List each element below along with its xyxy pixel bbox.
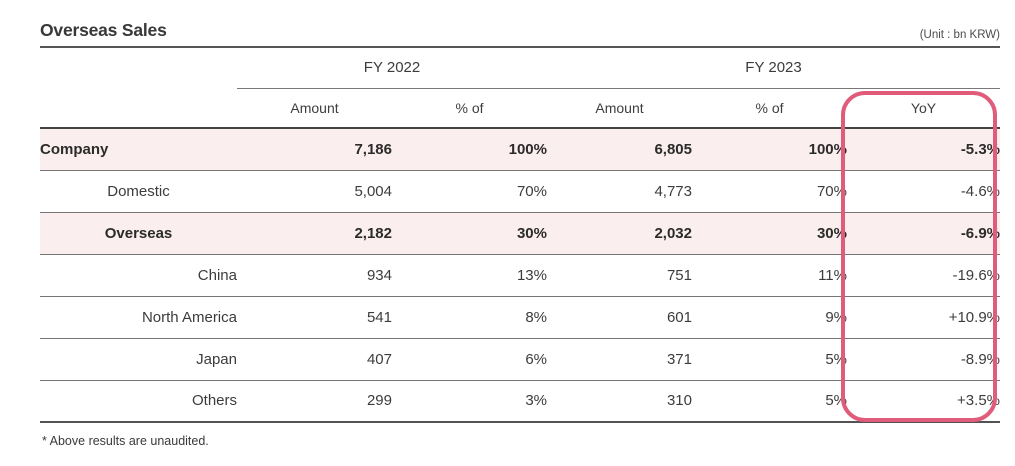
cell-fy2023-amount: 601 [547, 296, 692, 339]
cell-fy2023-pct: 30% [692, 212, 847, 255]
cell-fy2022-pct: 3% [392, 380, 547, 423]
header-yoy: YoY [847, 88, 1000, 129]
row-label: North America [40, 296, 237, 339]
cell-fy2023-pct: 5% [692, 380, 847, 423]
row-label: Domestic [40, 170, 237, 213]
row-japan: Japan 407 6% 371 5% -8.9% [40, 338, 1000, 381]
cell-fy2023-amount: 4,773 [547, 170, 692, 213]
cell-fy2022-pct: 8% [392, 296, 547, 339]
title-rule [40, 46, 1000, 48]
row-label: Overseas [40, 212, 237, 255]
row-label: Company [40, 128, 237, 171]
header-fy2022-amount: Amount [237, 88, 392, 129]
cell-yoy: -8.9% [847, 338, 1000, 381]
cell-fy2022-pct: 30% [392, 212, 547, 255]
blank-corner-cell [40, 48, 237, 88]
header-fy2023-amount: Amount [547, 88, 692, 129]
unit-note: (Unit : bn KRW) [919, 29, 1000, 41]
cell-yoy: -5.3% [847, 128, 1000, 171]
row-china: China 934 13% 751 11% -19.6% [40, 254, 1000, 297]
cell-fy2022-pct: 6% [392, 338, 547, 381]
cell-fy2022-pct: 100% [392, 128, 547, 171]
cell-yoy: +10.9% [847, 296, 1000, 339]
cell-fy2022-amount: 407 [237, 338, 392, 381]
cell-fy2022-amount: 299 [237, 380, 392, 423]
row-domestic: Domestic 5,004 70% 4,773 70% -4.6% [40, 170, 1000, 213]
overseas-sales-table: FY 2022 FY 2023 Amount % of Amount % of … [40, 48, 1000, 423]
footnote: * Above results are unaudited. [42, 434, 209, 448]
cell-fy2022-amount: 5,004 [237, 170, 392, 213]
cell-fy2023-amount: 371 [547, 338, 692, 381]
column-group-fy2022: FY 2022 [237, 48, 547, 89]
page-title: Overseas Sales [40, 20, 167, 40]
row-overseas: Overseas 2,182 30% 2,032 30% -6.9% [40, 212, 1000, 255]
fiscal-year-header-row: FY 2022 FY 2023 [40, 48, 1000, 89]
header-fy2022-pct: % of [392, 88, 547, 129]
cell-fy2023-amount: 310 [547, 380, 692, 423]
cell-fy2023-pct: 9% [692, 296, 847, 339]
cell-yoy: -6.9% [847, 212, 1000, 255]
cell-fy2022-pct: 70% [392, 170, 547, 213]
cell-fy2023-pct: 100% [692, 128, 847, 171]
row-label: China [40, 254, 237, 297]
header-fy2023-pct: % of [692, 88, 847, 129]
cell-yoy: -19.6% [847, 254, 1000, 297]
row-label: Others [40, 380, 237, 423]
row-company: Company 7,186 100% 6,805 100% -5.3% [40, 128, 1000, 171]
cell-fy2023-amount: 6,805 [547, 128, 692, 171]
cell-fy2023-pct: 5% [692, 338, 847, 381]
cell-fy2023-amount: 2,032 [547, 212, 692, 255]
cell-fy2023-pct: 11% [692, 254, 847, 297]
cell-fy2022-amount: 7,186 [237, 128, 392, 171]
cell-fy2022-amount: 934 [237, 254, 392, 297]
cell-fy2023-pct: 70% [692, 170, 847, 213]
row-north-america: North America 541 8% 601 9% +10.9% [40, 296, 1000, 339]
cell-fy2023-amount: 751 [547, 254, 692, 297]
cell-fy2022-pct: 13% [392, 254, 547, 297]
row-others: Others 299 3% 310 5% +3.5% [40, 380, 1000, 423]
column-group-fy2023: FY 2023 [547, 48, 1000, 89]
cell-fy2022-amount: 2,182 [237, 212, 392, 255]
cell-yoy: -4.6% [847, 170, 1000, 213]
cell-fy2022-amount: 541 [237, 296, 392, 339]
blank-label-header [40, 88, 237, 129]
sub-header-row: Amount % of Amount % of YoY [40, 88, 1000, 129]
row-label: Japan [40, 338, 237, 381]
cell-yoy: +3.5% [847, 380, 1000, 423]
